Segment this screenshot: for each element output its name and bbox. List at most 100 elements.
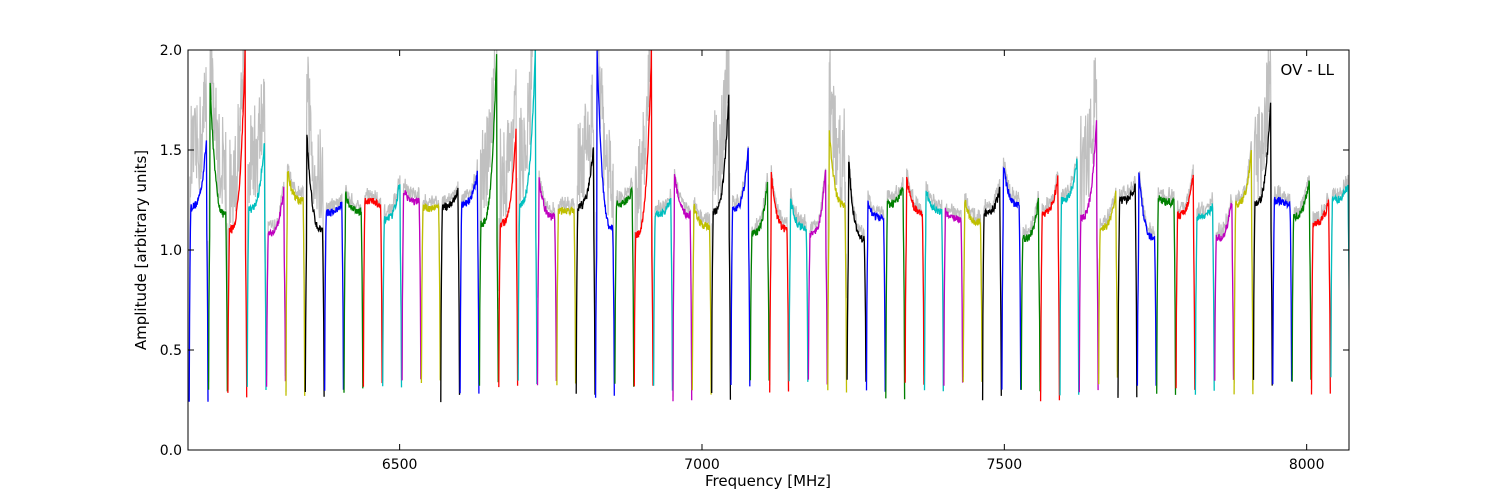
channel-series-line bbox=[1078, 120, 1099, 393]
raw-channel-line bbox=[923, 181, 944, 392]
raw-channel-line bbox=[1272, 185, 1293, 381]
y-tick-label: 0.5 bbox=[160, 343, 182, 359]
raw-channel-line bbox=[1252, 50, 1273, 346]
channel-series-line bbox=[691, 203, 712, 395]
channel-series-line bbox=[1136, 172, 1157, 386]
raw-channel-line bbox=[420, 194, 441, 380]
channel-series-line bbox=[923, 190, 944, 392]
channel-series-layer bbox=[188, 50, 1349, 403]
channel-series-line bbox=[904, 176, 925, 385]
raw-channel-line bbox=[478, 50, 499, 332]
y-tick-label: 1.0 bbox=[160, 243, 182, 259]
raw-channel-line bbox=[672, 169, 693, 397]
channel-series-line bbox=[1252, 102, 1273, 386]
raw-channel-line bbox=[1078, 57, 1099, 379]
channel-series-line bbox=[478, 54, 499, 386]
channel-series-line bbox=[981, 186, 1002, 401]
x-axis-label: Frequency [MHz] bbox=[705, 472, 831, 490]
raw-channel-line bbox=[498, 69, 519, 321]
channel-series-line bbox=[1001, 166, 1022, 390]
channel-series-line bbox=[1194, 203, 1215, 395]
raw-channel-line bbox=[575, 74, 596, 386]
channel-series-line bbox=[711, 94, 732, 400]
channel-series-line bbox=[1059, 158, 1080, 396]
channel-series-line bbox=[730, 147, 751, 387]
raw-channel-line bbox=[517, 50, 538, 365]
raw-channel-line bbox=[459, 159, 480, 389]
raw-channel-line bbox=[633, 50, 654, 358]
channel-series-line bbox=[498, 128, 519, 388]
channel-series-line bbox=[188, 140, 209, 402]
raw-channel-line bbox=[1175, 164, 1196, 386]
channel-series-line bbox=[401, 190, 422, 381]
channel-series-line bbox=[788, 198, 809, 382]
channel-series-line bbox=[1156, 195, 1177, 395]
raw-channel-line bbox=[1039, 171, 1061, 395]
raw-channel-line bbox=[1059, 156, 1080, 391]
channel-series-line bbox=[382, 184, 403, 388]
channel-series-line bbox=[594, 50, 615, 398]
raw-channel-line bbox=[246, 78, 267, 356]
channel-series-line bbox=[749, 181, 770, 381]
y-tick-label: 0.0 bbox=[160, 443, 182, 459]
channel-series-line bbox=[943, 208, 964, 386]
raw-channel-line bbox=[227, 50, 248, 375]
channel-series-line bbox=[807, 169, 828, 385]
channel-series-line bbox=[362, 197, 383, 387]
channel-series-line bbox=[1233, 150, 1254, 395]
raw-channel-line bbox=[188, 67, 209, 401]
channel-series-line bbox=[324, 201, 345, 391]
x-tick-label: 7000 bbox=[684, 457, 720, 473]
channel-series-line bbox=[517, 50, 538, 385]
channel-series-line bbox=[304, 134, 325, 397]
annotation-label: OV - LL bbox=[1281, 61, 1335, 79]
raw-channel-line bbox=[711, 50, 732, 393]
x-tick-label: 7500 bbox=[987, 457, 1023, 473]
channel-series-line bbox=[1020, 197, 1041, 392]
axis-ticks: 6500 7000 7500 8000 0.0 0.5 1.0 1.5 2.0 bbox=[160, 43, 1349, 473]
raw-channel-line bbox=[788, 188, 809, 374]
channel-series-line bbox=[575, 147, 596, 395]
channel-series-line bbox=[207, 82, 228, 392]
raw-channel-line bbox=[1098, 187, 1119, 374]
channel-series-line bbox=[827, 130, 848, 393]
channel-series-line bbox=[1291, 180, 1312, 382]
channel-series-line bbox=[265, 186, 287, 387]
channel-series-line bbox=[769, 171, 790, 393]
channel-series-line bbox=[1117, 183, 1138, 398]
raw-channel-line bbox=[556, 196, 577, 379]
channel-series-line bbox=[1330, 184, 1349, 378]
channel-series-line bbox=[1098, 190, 1119, 385]
channel-series-line bbox=[1310, 199, 1331, 395]
channel-series-line bbox=[672, 174, 693, 402]
channel-series-line bbox=[536, 177, 557, 386]
raw-channel-line bbox=[594, 50, 615, 337]
channel-series-line bbox=[652, 197, 674, 391]
x-tick-label: 6500 bbox=[382, 457, 418, 473]
channel-series-line bbox=[846, 161, 867, 382]
channel-series-line bbox=[614, 186, 635, 387]
raw-channel-line bbox=[401, 178, 422, 379]
raw-channel-line bbox=[440, 181, 461, 401]
channel-series-line bbox=[1272, 196, 1293, 385]
raw-channel-line bbox=[304, 56, 325, 324]
channel-series-line bbox=[227, 50, 248, 398]
raw-channel-line bbox=[827, 50, 848, 302]
channel-series-line bbox=[556, 206, 577, 386]
channel-series-line bbox=[420, 202, 441, 384]
channel-series-line bbox=[885, 186, 906, 400]
channel-series-line bbox=[962, 199, 983, 383]
raw-channel-line bbox=[343, 184, 364, 391]
channel-series-line bbox=[285, 171, 306, 396]
y-axis-label: Amplitude [arbitrary units] bbox=[132, 150, 150, 350]
channel-series-line bbox=[246, 143, 267, 391]
channel-series-line bbox=[440, 187, 461, 403]
x-tick-label: 8000 bbox=[1289, 457, 1325, 473]
channel-series-line bbox=[865, 200, 886, 392]
channel-series-line bbox=[459, 170, 480, 394]
y-tick-label: 1.5 bbox=[160, 143, 182, 159]
channel-series-line bbox=[633, 50, 654, 387]
channel-series-line bbox=[1214, 202, 1235, 381]
